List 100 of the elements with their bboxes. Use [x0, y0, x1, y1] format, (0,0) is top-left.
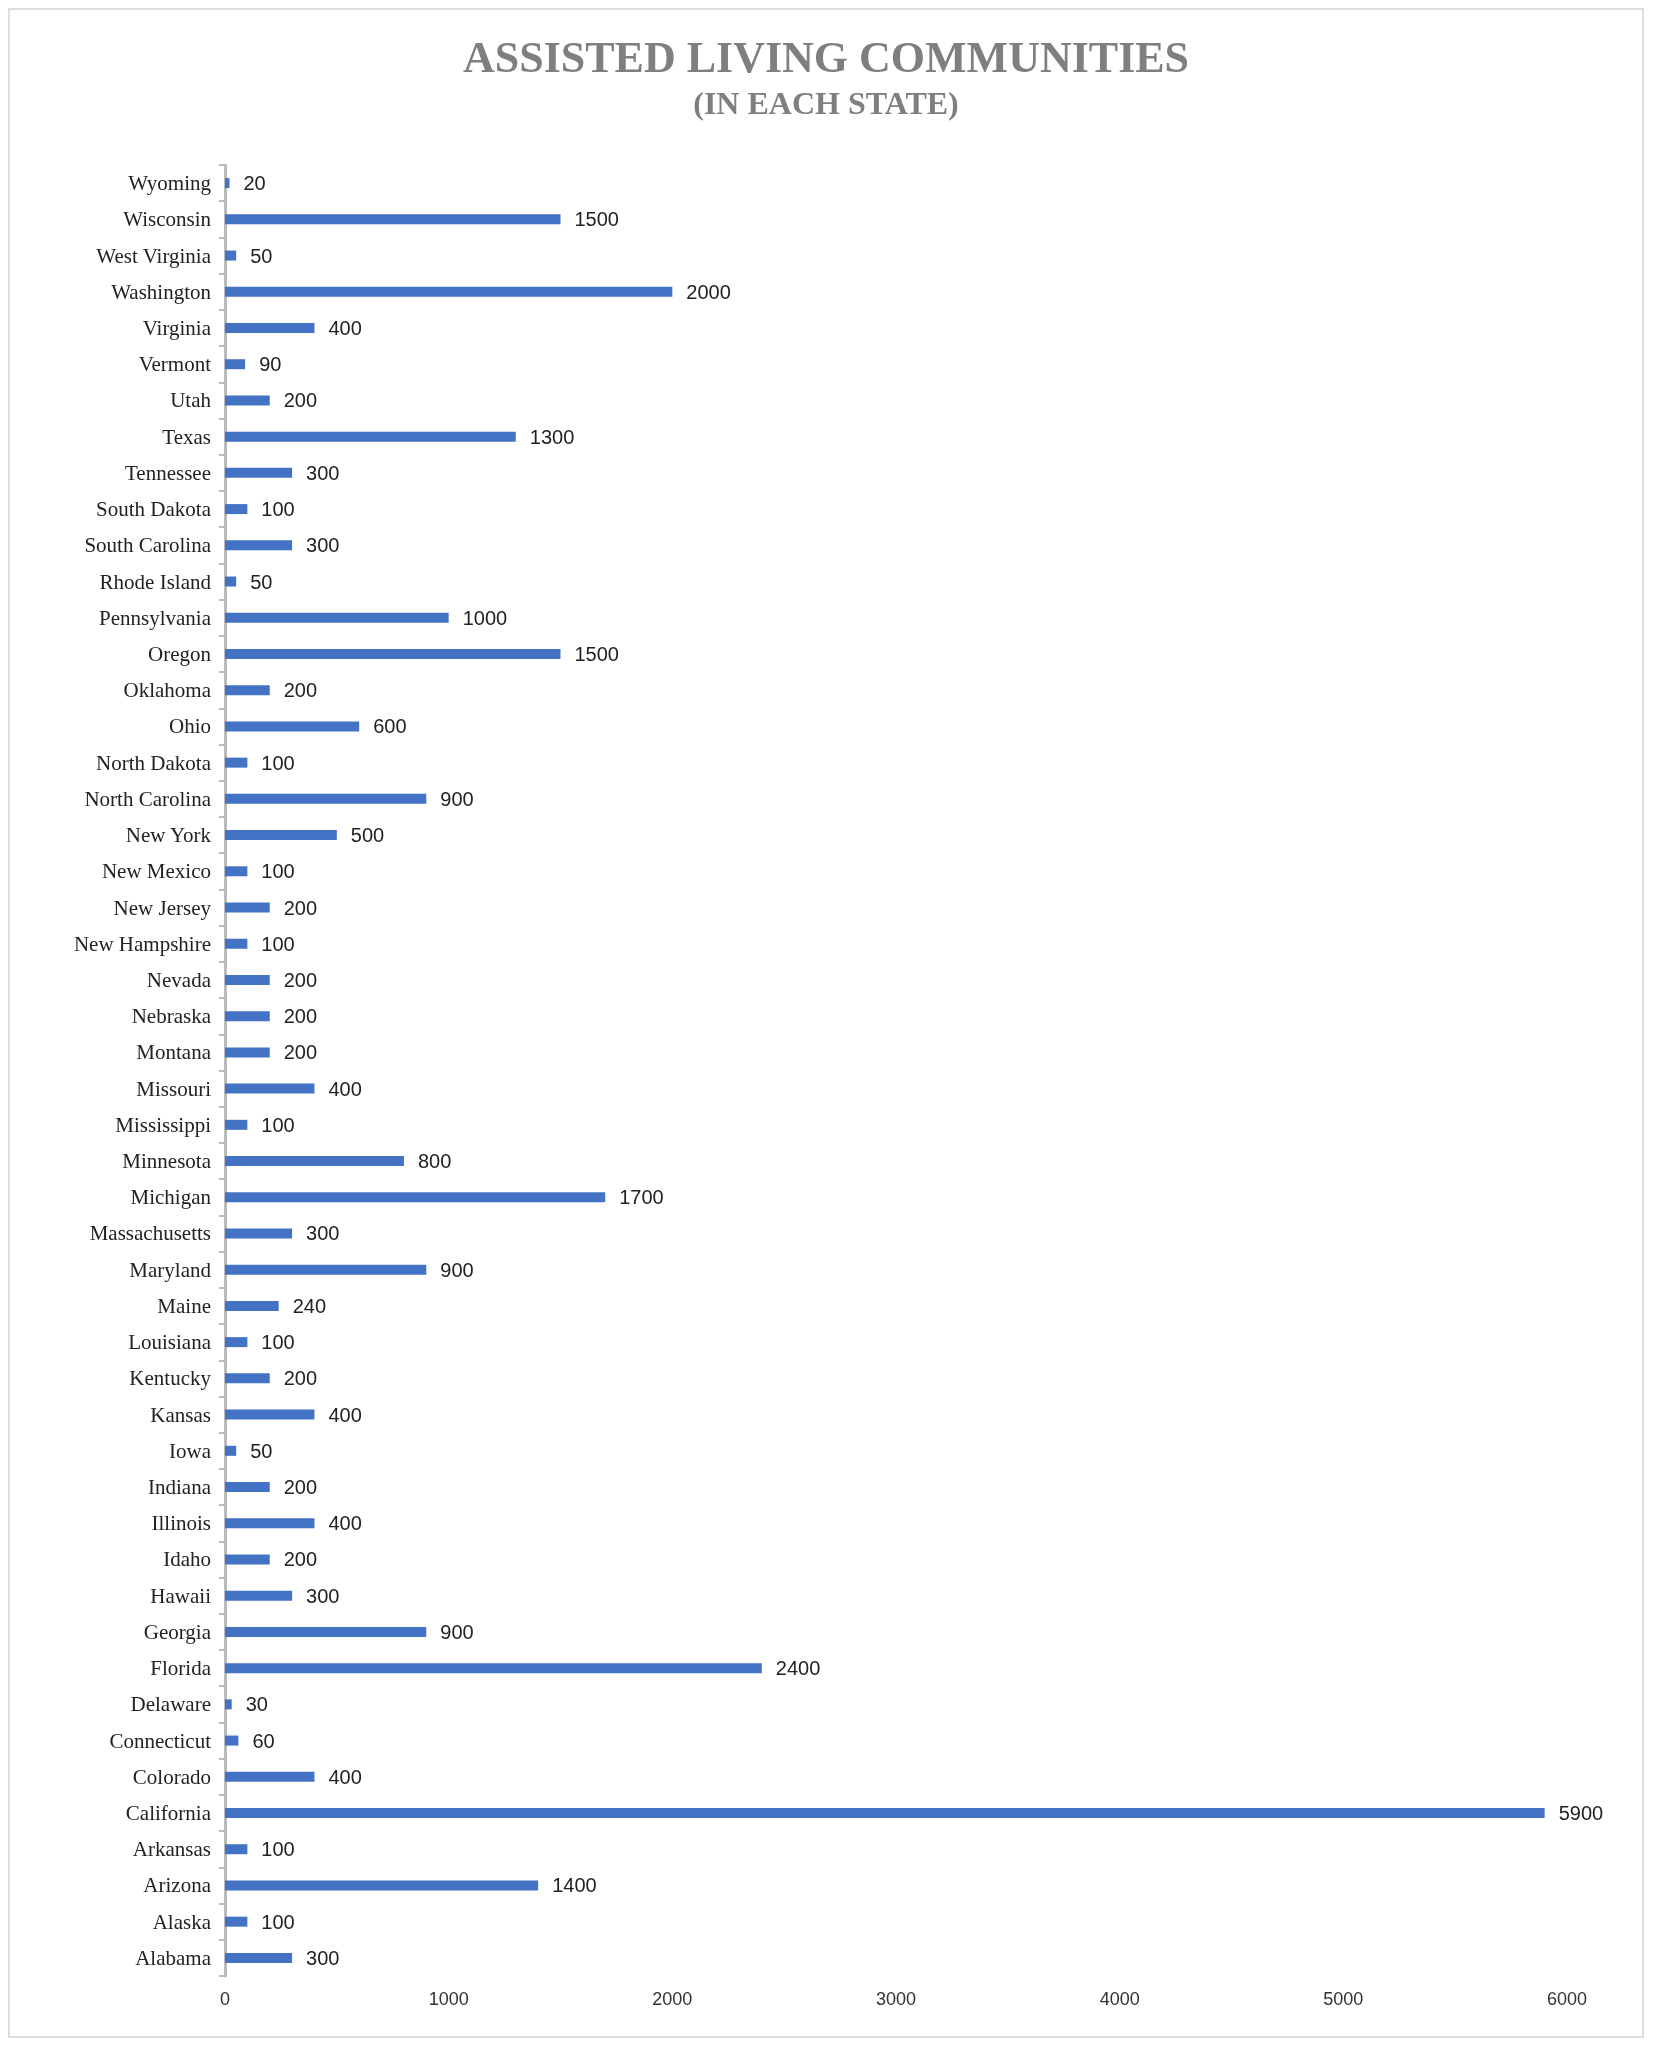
- bar: [225, 1228, 293, 1239]
- bar: [225, 1626, 427, 1637]
- data-label: 1700: [619, 1186, 664, 1209]
- y-tick-label: Massachusetts: [89, 1221, 211, 1246]
- bar: [225, 685, 270, 696]
- data-label: 2400: [775, 1657, 821, 1680]
- bar: [225, 1518, 315, 1529]
- y-tick-label: Utah: [170, 388, 212, 413]
- data-label: 300: [306, 1946, 340, 1969]
- y-tick-label: Alabama: [135, 1945, 212, 1970]
- y-tick-label: Virginia: [142, 315, 212, 340]
- bar: [225, 1663, 762, 1674]
- bar: [225, 1808, 1545, 1819]
- data-label: 400: [328, 1077, 362, 1100]
- y-tick-label: Alaska: [152, 1909, 212, 1934]
- bar: [225, 1011, 270, 1022]
- bar: [225, 1047, 270, 1058]
- y-tick-label: Mississippi: [115, 1112, 212, 1137]
- data-label: 100: [261, 860, 295, 883]
- bar: [225, 721, 360, 732]
- bar: [225, 1156, 404, 1167]
- chart-title: ASSISTED LIVING COMMUNITIES: [462, 32, 1190, 82]
- y-tick-label: Illinois: [151, 1511, 211, 1536]
- bar: [225, 974, 270, 985]
- bar: [225, 1554, 270, 1565]
- bar: [225, 1771, 315, 1782]
- bar: [225, 576, 237, 587]
- y-tick-label: Maryland: [129, 1257, 212, 1282]
- y-tick-label: Wisconsin: [123, 207, 212, 232]
- data-label: 200: [283, 896, 318, 919]
- data-label: 200: [283, 1548, 318, 1571]
- data-label: 400: [328, 316, 362, 339]
- y-tick-label: Kansas: [150, 1402, 211, 1427]
- bar: [225, 1916, 248, 1927]
- y-tick-label: Michigan: [130, 1185, 212, 1210]
- data-label: 100: [261, 498, 295, 521]
- bar: [225, 214, 561, 225]
- y-tick-label: Pennsylvania: [99, 605, 212, 630]
- data-label: 900: [440, 1258, 474, 1281]
- x-tick-label: 4000: [1099, 1989, 1140, 2009]
- data-label: 50: [250, 244, 273, 267]
- bar: [225, 540, 293, 551]
- y-tick-label: Washington: [111, 279, 212, 304]
- y-tick-label: New York: [125, 823, 212, 848]
- bar: [225, 1844, 248, 1855]
- y-tick-label: Nevada: [146, 967, 212, 992]
- data-label: 1300: [529, 425, 575, 448]
- bar: [225, 830, 337, 841]
- bar: [225, 1264, 427, 1275]
- data-label: 100: [261, 1838, 295, 1861]
- data-label: 100: [261, 1331, 295, 1354]
- bar: [225, 1482, 270, 1493]
- y-tick-label: Arizona: [143, 1873, 212, 1898]
- y-tick-label: Iowa: [169, 1438, 212, 1463]
- y-tick-label: Florida: [150, 1656, 212, 1681]
- bar: [225, 1699, 232, 1710]
- bar: [225, 1300, 279, 1311]
- data-label: 200: [283, 679, 318, 702]
- y-tick-label: Tennessee: [125, 460, 211, 485]
- data-label: 50: [250, 570, 273, 593]
- bar: [225, 1590, 293, 1601]
- y-tick-label: Colorado: [132, 1764, 211, 1789]
- data-label: 5900: [1558, 1802, 1604, 1825]
- data-label: 200: [283, 1367, 318, 1390]
- bar: [225, 322, 315, 333]
- bar: [225, 431, 516, 442]
- data-label: 1400: [552, 1874, 597, 1897]
- bar: [225, 1337, 248, 1348]
- data-label: 1500: [574, 208, 619, 231]
- data-label: 2000: [686, 280, 731, 303]
- data-label: 100: [261, 1910, 295, 1933]
- y-tick-label: Montana: [136, 1040, 212, 1065]
- y-tick-label: Louisiana: [128, 1330, 212, 1355]
- y-tick-label: California: [125, 1801, 212, 1826]
- bar: [225, 902, 270, 913]
- y-tick-label: Missouri: [136, 1076, 212, 1101]
- y-tick-label: Maine: [157, 1293, 211, 1318]
- data-label: 90: [259, 353, 282, 376]
- bar: [225, 793, 427, 804]
- y-tick-label: Vermont: [138, 352, 212, 377]
- data-label: 50: [250, 1439, 273, 1462]
- y-tick-label: Minnesota: [122, 1149, 212, 1174]
- data-label: 200: [283, 968, 318, 991]
- bar: [225, 250, 237, 261]
- y-tick-label: Oklahoma: [123, 678, 212, 703]
- bar: [225, 612, 449, 623]
- y-tick-label: Texas: [162, 424, 211, 449]
- data-label: 300: [306, 1222, 340, 1245]
- bar: [225, 757, 248, 768]
- data-label: 500: [350, 824, 385, 847]
- y-tick-label: North Carolina: [84, 786, 212, 811]
- data-label: 400: [328, 1765, 362, 1788]
- chart-subtitle: (IN EACH STATE): [693, 85, 959, 121]
- data-label: 200: [283, 1005, 318, 1028]
- bar: [225, 1735, 239, 1746]
- data-label: 200: [283, 389, 318, 412]
- x-tick-label: 2000: [652, 1989, 693, 2009]
- x-tick-label: 3000: [875, 1989, 917, 2009]
- bar: [225, 395, 270, 406]
- bar: [225, 1409, 315, 1420]
